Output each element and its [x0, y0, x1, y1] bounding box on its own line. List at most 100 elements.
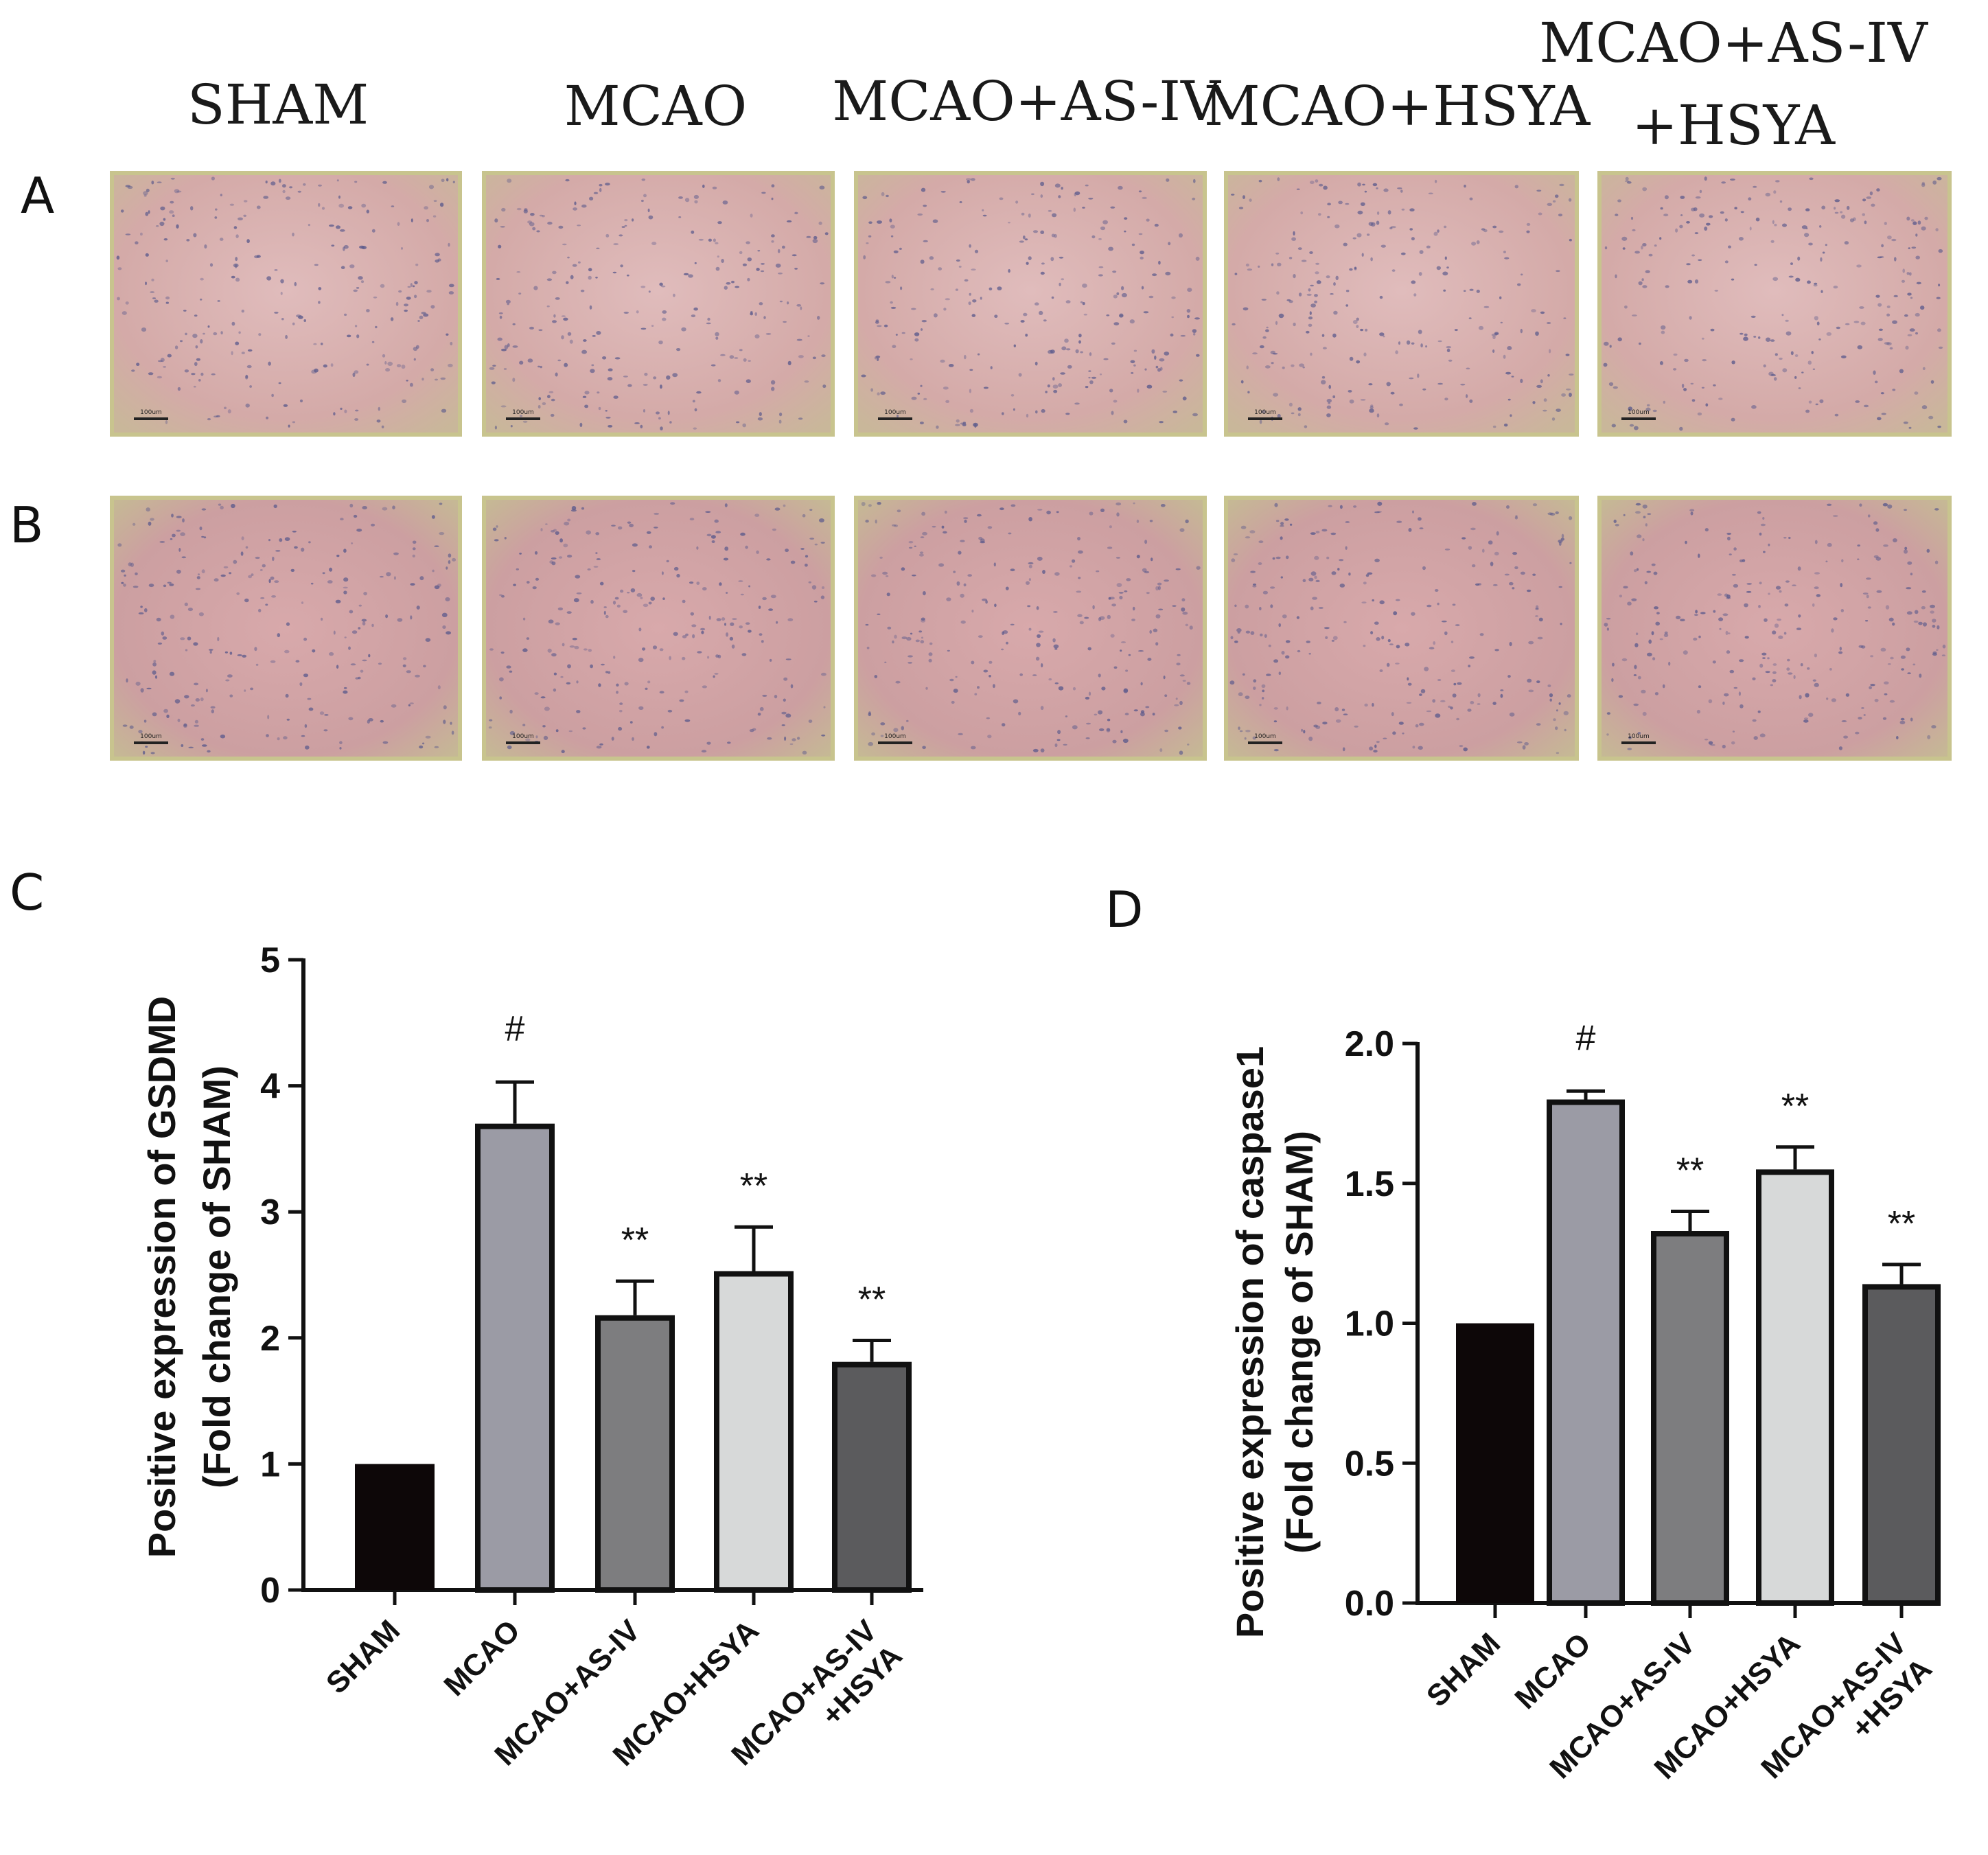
- cell-nucleus: [1920, 306, 1925, 310]
- cell-nucleus: [542, 725, 546, 728]
- cell-nucleus: [1811, 351, 1814, 354]
- cell-nucleus: [886, 194, 889, 198]
- cell-nucleus: [262, 564, 266, 568]
- cell-nucleus: [1621, 658, 1628, 662]
- cell-nucleus: [303, 183, 306, 186]
- cell-nucleus: [653, 376, 657, 380]
- cell-nucleus: [376, 419, 381, 423]
- cell-nucleus: [1642, 187, 1648, 192]
- cell-nucleus: [1118, 592, 1124, 594]
- cell-nucleus: [1108, 246, 1113, 251]
- cell-nucleus: [1915, 332, 1918, 335]
- cell-nucleus: [382, 181, 387, 184]
- cell-nucleus: [1728, 632, 1731, 634]
- cell-nucleus: [914, 332, 920, 336]
- cell-nucleus: [822, 384, 827, 389]
- cell-nucleus: [571, 509, 577, 512]
- cell-nucleus: [344, 313, 347, 316]
- cell-nucleus: [371, 341, 375, 343]
- cell-nucleus: [662, 597, 665, 600]
- cell-nucleus: [632, 570, 636, 573]
- cell-nucleus: [932, 525, 936, 528]
- cell-nucleus: [1152, 713, 1155, 716]
- cell-nucleus: [977, 353, 980, 356]
- cell-nucleus: [717, 379, 721, 382]
- cell-nucleus: [361, 203, 367, 208]
- cell-nucleus: [237, 654, 242, 656]
- cell-nucleus: [152, 670, 157, 675]
- cell-nucleus: [200, 298, 203, 301]
- cell-nucleus: [1882, 717, 1887, 720]
- cell-nucleus: [1325, 636, 1328, 639]
- cell-nucleus: [292, 531, 297, 533]
- cell-nucleus: [1604, 341, 1609, 346]
- cell-nucleus: [768, 608, 774, 611]
- cell-nucleus: [1128, 654, 1131, 656]
- cell-nucleus: [359, 245, 365, 249]
- cell-nucleus: [170, 200, 174, 204]
- cell-nucleus: [1742, 559, 1746, 562]
- micrograph-b-4: 100um: [1224, 496, 1579, 761]
- cell-nucleus: [1282, 366, 1285, 369]
- cell-nucleus: [948, 364, 954, 367]
- cell-nucleus: [441, 178, 445, 183]
- cell-nucleus: [874, 675, 878, 678]
- cell-nucleus: [179, 340, 183, 343]
- cell-nucleus: [955, 424, 960, 426]
- cell-nucleus: [256, 205, 261, 209]
- cell-nucleus: [1794, 354, 1799, 357]
- cell-nucleus: [1934, 560, 1939, 564]
- cell-nucleus: [956, 259, 960, 262]
- cell-nucleus: [969, 244, 971, 248]
- cell-nucleus: [1477, 693, 1481, 698]
- cell-nucleus: [908, 655, 913, 658]
- cell-nucleus: [1921, 181, 1925, 185]
- cell-nucleus: [1832, 515, 1838, 517]
- cell-nucleus: [1857, 345, 1863, 349]
- micrograph-a-4: 100um: [1224, 171, 1579, 437]
- cell-nucleus: [1088, 691, 1091, 696]
- cell-nucleus: [581, 204, 587, 208]
- cell-nucleus: [791, 254, 797, 257]
- cell-nucleus: [1492, 584, 1498, 586]
- cell-nucleus: [1048, 209, 1052, 212]
- cell-nucleus: [414, 281, 418, 285]
- cell-nucleus: [489, 719, 493, 722]
- cell-nucleus: [891, 275, 894, 279]
- cell-nucleus: [1896, 736, 1899, 739]
- cell-nucleus: [1565, 354, 1570, 356]
- cell-nucleus: [1069, 565, 1073, 568]
- cell-nucleus: [1731, 741, 1735, 745]
- cell-nucleus: [584, 404, 589, 408]
- cell-nucleus: [1080, 301, 1083, 303]
- cell-nucleus: [532, 227, 536, 231]
- cell-nucleus: [207, 750, 211, 753]
- cell-nucleus: [936, 425, 939, 429]
- cell-nucleus: [1675, 228, 1678, 233]
- chart-d-caspase1: Positive expression of caspase1 (Fold ch…: [1228, 1018, 1941, 1786]
- cell-nucleus: [1790, 262, 1793, 265]
- cell-nucleus: [1759, 663, 1764, 668]
- cell-nucleus: [1938, 284, 1941, 287]
- cell-nucleus: [651, 325, 654, 327]
- cell-nucleus: [544, 706, 550, 711]
- cell-nucleus: [1528, 689, 1534, 693]
- cell-nucleus: [1645, 523, 1648, 527]
- cell-nucleus: [1697, 412, 1702, 416]
- cell-nucleus: [1146, 218, 1150, 222]
- cell-nucleus: [1262, 697, 1264, 700]
- cell-nucleus: [923, 398, 927, 401]
- cell-nucleus: [1123, 419, 1128, 424]
- cell-nucleus: [1631, 598, 1637, 601]
- cell-nucleus: [614, 357, 621, 360]
- cell-nucleus: [547, 395, 551, 399]
- cell-nucleus: [513, 584, 516, 586]
- cell-nucleus: [1808, 713, 1814, 717]
- cell-nucleus: [603, 610, 606, 615]
- cell-nucleus: [1054, 682, 1059, 684]
- cell-nucleus: [1059, 256, 1064, 259]
- cell-nucleus: [271, 393, 274, 398]
- cell-nucleus: [385, 368, 391, 372]
- cell-nucleus: [200, 738, 205, 741]
- cell-nucleus: [771, 184, 775, 188]
